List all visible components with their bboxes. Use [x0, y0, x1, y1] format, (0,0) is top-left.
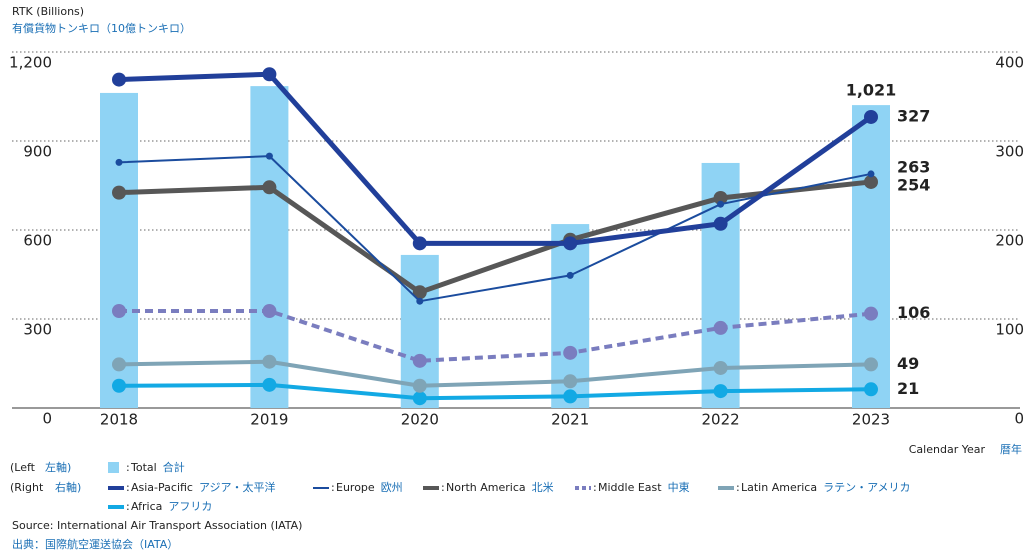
marker: [412, 378, 427, 393]
legend-swatch: [108, 462, 119, 473]
x-axis-title-ja: 暦年: [1000, 442, 1022, 456]
legend-separator: :: [593, 481, 597, 494]
y2-tick-label: 100: [995, 321, 1024, 339]
marker: [262, 354, 277, 369]
legend-label-ja: 北米: [532, 481, 554, 494]
legend-label: Europe: [336, 481, 375, 494]
marker: [115, 158, 123, 166]
y2-tick-label: 400: [995, 54, 1024, 72]
x-tick-label: 2022: [702, 411, 740, 429]
marker: [262, 180, 277, 195]
legend-label: Africa: [131, 500, 162, 513]
legend-label-ja: ラテン・アメリカ: [823, 481, 910, 494]
x-tick-label: 2019: [250, 411, 288, 429]
line: [118, 359, 872, 388]
bar: [100, 92, 138, 408]
marker: [713, 216, 728, 231]
y2-tick-label: 200: [995, 232, 1024, 250]
x-tick-label: 2023: [852, 411, 890, 429]
source-ja: 出典：国際航空運送協会（IATA）: [12, 537, 178, 551]
marker: [412, 285, 427, 300]
line: [119, 308, 872, 363]
marker: [262, 303, 277, 318]
y2-tick-label: 300: [995, 143, 1024, 161]
value-label: 1,021: [846, 81, 897, 100]
marker: [563, 389, 578, 404]
marker: [563, 236, 578, 251]
marker: [112, 303, 126, 318]
marker: [412, 353, 427, 368]
legend-label-ja: 中東: [668, 481, 690, 494]
legend-label-ja: アフリカ: [168, 500, 212, 513]
marker: [717, 200, 725, 208]
marker: [112, 185, 126, 200]
marker: [713, 384, 728, 399]
value-label: 106: [897, 303, 930, 322]
value-label: 327: [897, 106, 930, 125]
marker: [713, 190, 728, 205]
y-axis-title-ja: 有償貨物トンキロ（10億トンキロ）: [12, 21, 191, 35]
legend-label-ja: 欧州: [381, 481, 403, 494]
marker: [713, 320, 728, 335]
legend-label: Asia-Pacific: [131, 481, 193, 494]
marker: [262, 377, 277, 392]
legend-label-ja: アジア・太平洋: [199, 480, 276, 494]
marker: [563, 345, 578, 360]
x-tick-label: 2021: [551, 411, 589, 429]
legend-left: (Left: [10, 461, 36, 474]
marker: [864, 109, 878, 124]
marker: [262, 67, 277, 82]
marker: [867, 170, 875, 178]
x-axis-title: Calendar Year: [909, 443, 986, 456]
y-tick-label: 0: [42, 410, 52, 428]
y-tick-label: 900: [23, 143, 52, 161]
legend-separator: :: [126, 481, 130, 494]
legend-label-ja: 合計: [163, 460, 185, 474]
legend-right: (Right: [10, 481, 44, 494]
legend-label: North America: [446, 481, 526, 494]
legend-label: Latin America: [741, 481, 817, 494]
line: [118, 179, 872, 295]
x-tick-label: 2018: [100, 411, 138, 429]
marker: [864, 306, 878, 321]
y-tick-label: 300: [23, 321, 52, 339]
y2-tick-label: 0: [1014, 410, 1024, 428]
line: [118, 71, 873, 246]
marker: [416, 297, 424, 305]
marker: [566, 271, 574, 279]
y-axis-title: RTK (Billions): [12, 5, 84, 18]
marker: [864, 357, 878, 372]
value-label: 21: [897, 379, 919, 398]
legend-label: Middle East: [598, 481, 662, 494]
marker: [563, 374, 578, 389]
y-tick-label: 1,200: [9, 54, 52, 72]
legend-separator: :: [441, 481, 445, 494]
marker: [112, 72, 126, 87]
value-label: 254: [897, 175, 930, 194]
legend-label: Total: [130, 461, 157, 474]
value-label: 49: [897, 354, 919, 373]
legend-separator: :: [126, 461, 130, 474]
legend-right-ja: 右軸): [55, 480, 81, 494]
marker: [713, 360, 728, 375]
legend-separator: :: [126, 500, 130, 513]
marker: [112, 378, 126, 393]
x-tick-label: 2020: [401, 411, 439, 429]
y-tick-label: 600: [23, 232, 52, 250]
marker: [864, 174, 878, 189]
marker: [265, 152, 273, 160]
legend-separator: :: [736, 481, 740, 494]
marker: [412, 391, 427, 406]
bar: [250, 86, 289, 408]
marker: [864, 382, 878, 397]
line: [118, 382, 872, 401]
legend-separator: :: [331, 481, 335, 494]
legend-left-ja: 左軸): [45, 460, 71, 474]
marker: [112, 357, 126, 372]
marker: [412, 236, 427, 251]
line: [118, 155, 872, 303]
value-label: 263: [897, 157, 930, 176]
source: Source: International Air Transport Asso…: [12, 519, 302, 532]
